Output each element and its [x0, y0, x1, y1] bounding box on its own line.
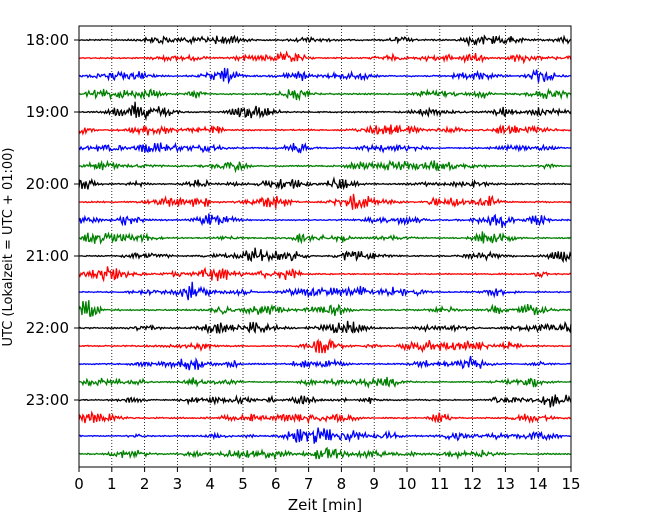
trace-2245: [78, 376, 572, 389]
x-tick-label: 9: [369, 475, 379, 493]
trace-2015: [78, 193, 572, 210]
trace-2115: [78, 266, 572, 283]
trace-2345: [78, 446, 572, 461]
y-tick-label: 23:00: [26, 391, 69, 409]
y-axis-label: UTC (Lokalzeit = UTC + 01:00): [1, 148, 16, 347]
x-axis-ticks: 0 1 2 3 4 5 6 7 8 9 10 11 12 13 14 15: [74, 467, 581, 493]
trace-2230: [78, 355, 572, 371]
y-tick-label: 22:00: [26, 319, 69, 337]
trace-1930: [78, 141, 572, 154]
trace-2315: [78, 410, 572, 425]
traces: [78, 34, 572, 461]
trace-1815: [78, 50, 572, 65]
trace-1915: [78, 123, 572, 136]
x-tick-label: 8: [337, 475, 347, 493]
trace-2030: [78, 213, 572, 228]
x-tick-label: 3: [173, 475, 183, 493]
x-tick-label: 11: [430, 475, 449, 493]
y-tick-label: 20:00: [26, 175, 69, 193]
y-axis-ticks: 18:00 19:00 20:00 21:00 22:00 23:00: [26, 31, 79, 409]
x-tick-label: 12: [463, 475, 482, 493]
trace-2215: [78, 337, 572, 354]
y-tick-label: 19:00: [26, 103, 69, 121]
x-tick-label: 2: [140, 475, 150, 493]
x-tick-label: 1: [107, 475, 117, 493]
x-tick-label: 10: [397, 475, 416, 493]
y-tick-label: 18:00: [26, 31, 69, 49]
plot-background: [79, 26, 571, 467]
x-tick-label: 13: [496, 475, 515, 493]
trace-1900: [78, 101, 572, 122]
trace-2200: [78, 320, 572, 335]
x-tick-label: 6: [271, 475, 281, 493]
x-tick-label: 7: [304, 475, 314, 493]
x-tick-label: 5: [238, 475, 248, 493]
trace-2130: [78, 281, 572, 301]
trace-2300: [78, 394, 572, 408]
x-tick-label: 4: [205, 475, 215, 493]
trace-2100: [78, 247, 572, 264]
trace-1945: [78, 159, 572, 174]
x-tick-label: 14: [529, 475, 548, 493]
trace-2145: [78, 300, 572, 317]
x-tick-label: 15: [561, 475, 580, 493]
trace-1800: [78, 34, 572, 48]
x-axis-label: Zeit [min]: [288, 496, 362, 514]
x-tick-label: 0: [74, 475, 84, 493]
y-tick-label: 21:00: [26, 247, 69, 265]
trace-2000: [78, 176, 572, 191]
plot-frame: [78, 25, 572, 468]
trace-2045: [78, 231, 572, 245]
trace-1845: [78, 87, 572, 102]
trace-1830: [78, 67, 572, 85]
trace-2330: [78, 427, 572, 444]
